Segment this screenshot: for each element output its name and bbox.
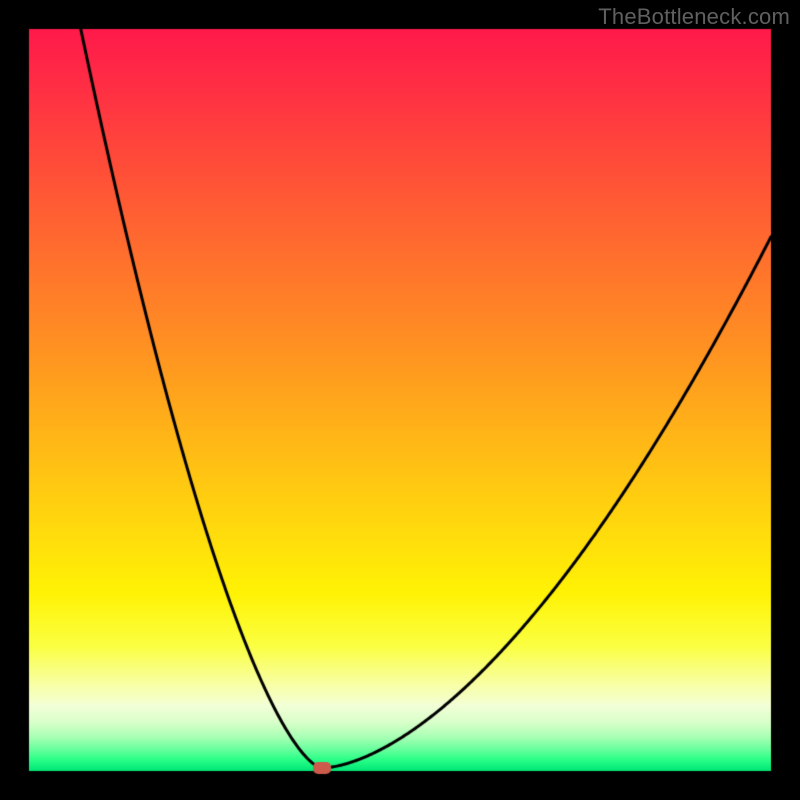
figure-container: TheBottleneck.com (0, 0, 800, 800)
chart-canvas (0, 0, 800, 800)
